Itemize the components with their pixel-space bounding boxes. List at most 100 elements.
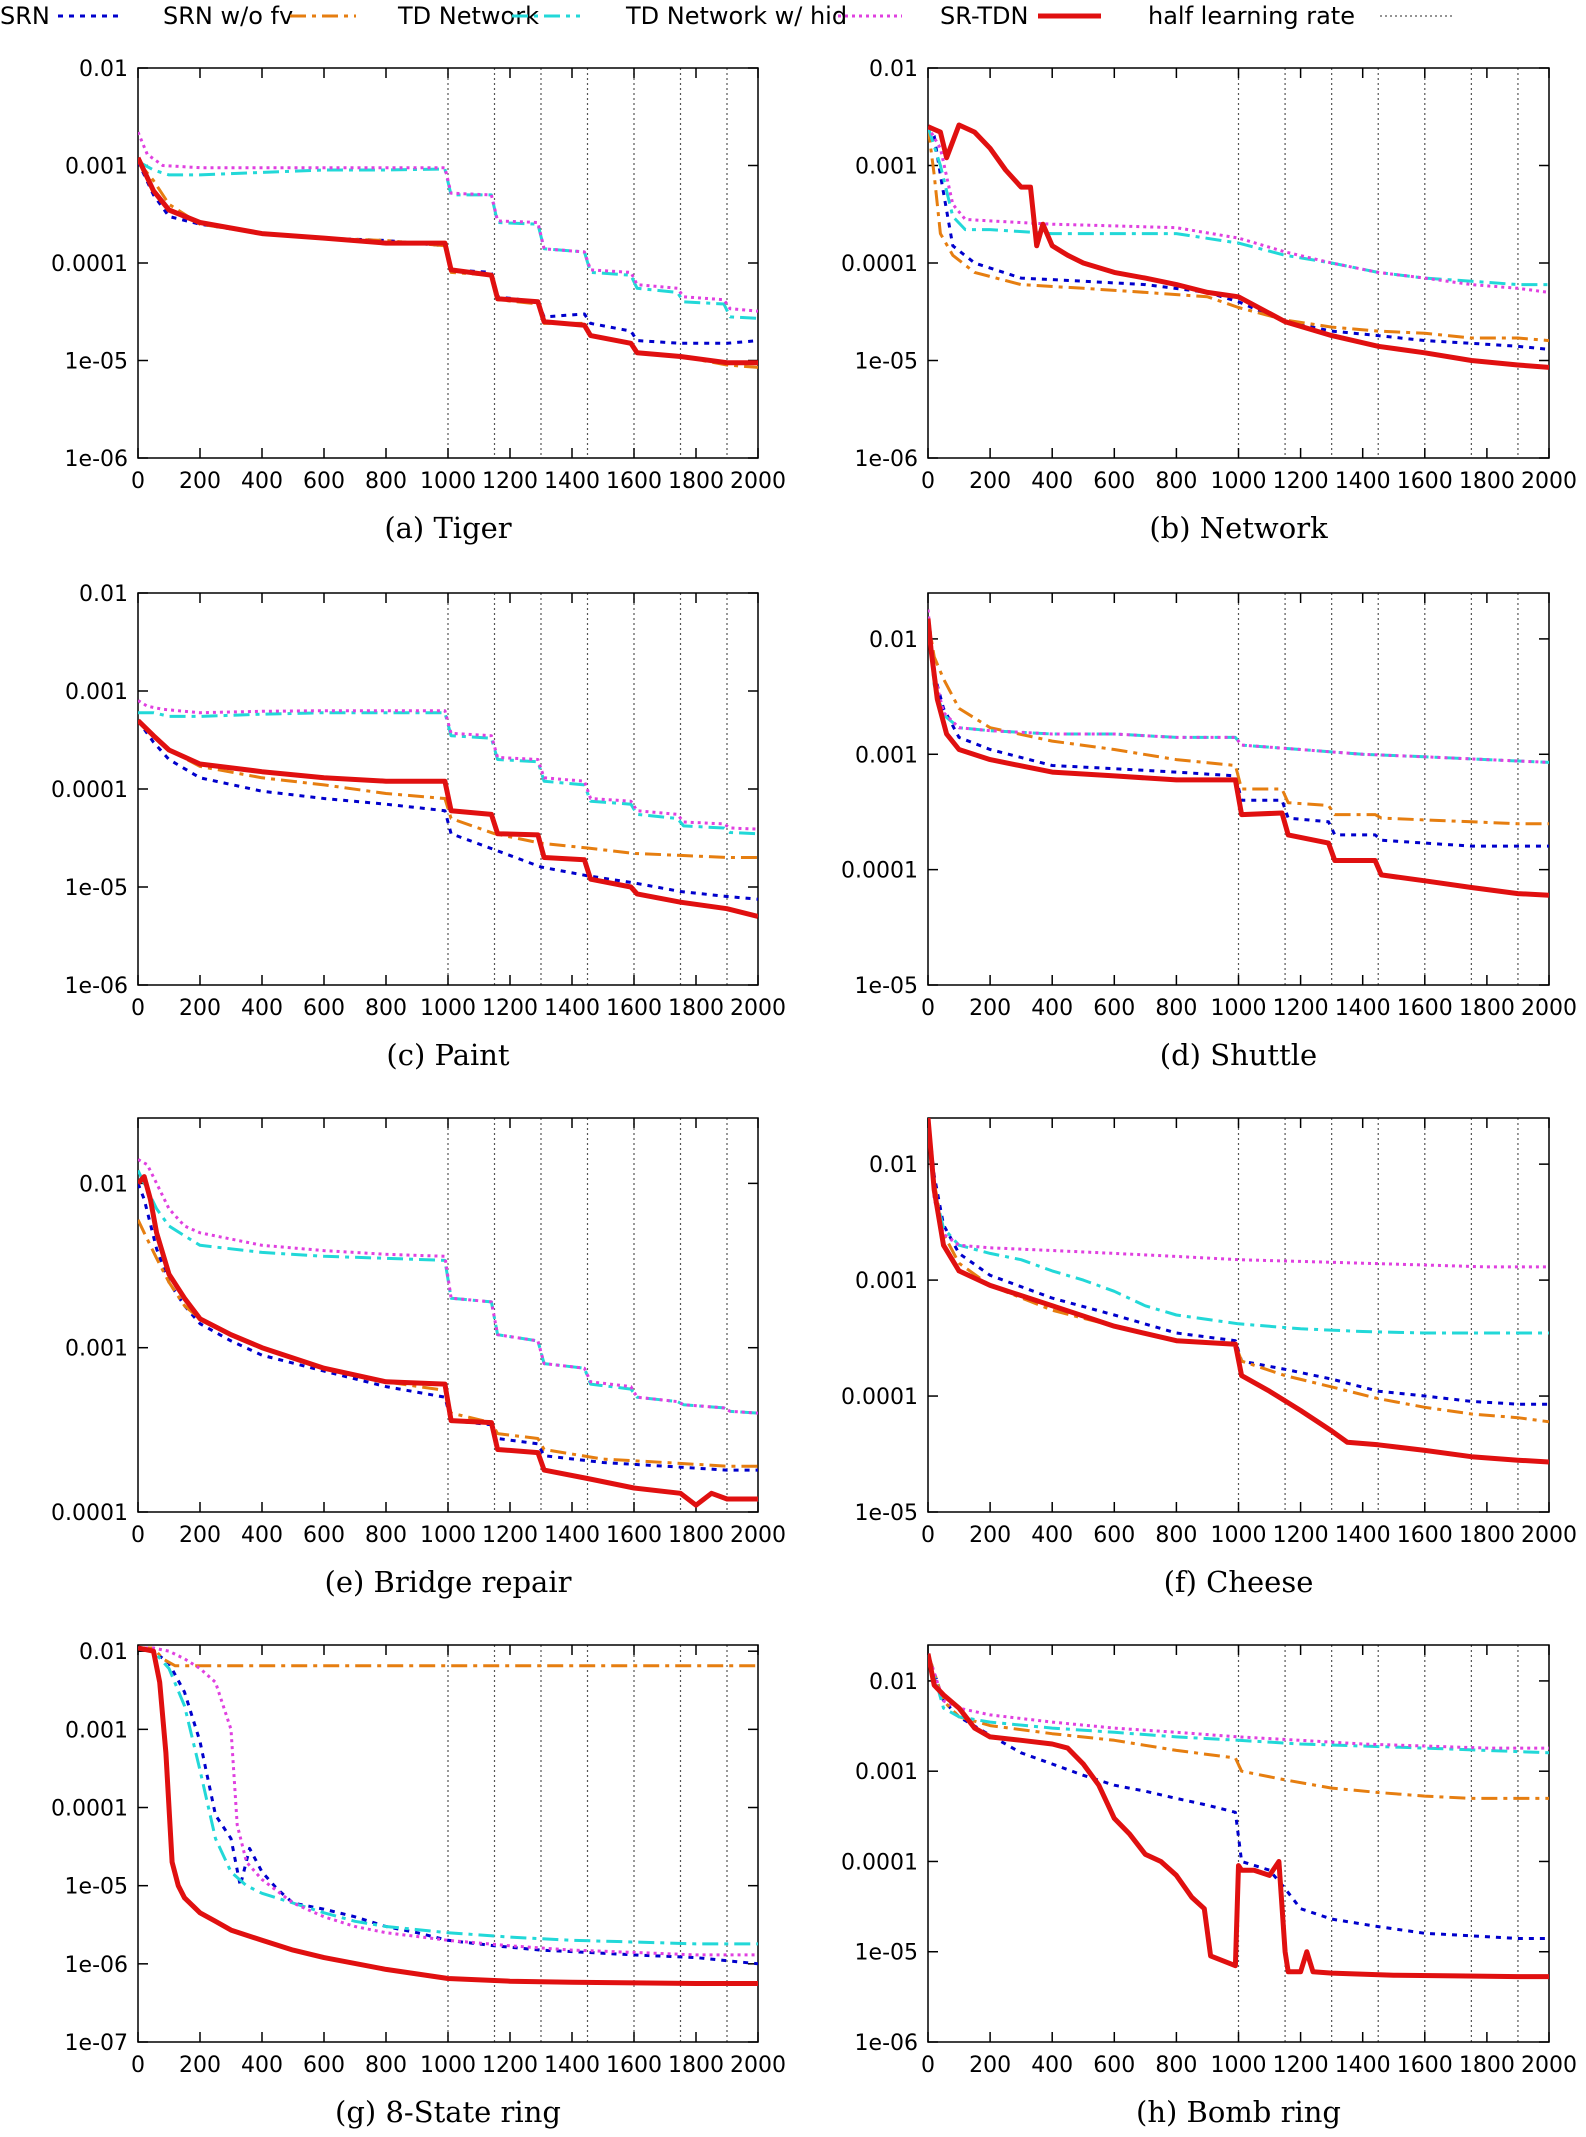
x-tick-label: 400: [1031, 996, 1073, 1021]
x-tick-label: 2000: [1521, 2053, 1577, 2078]
x-tick-label: 600: [1093, 469, 1135, 494]
series-line-td-network: [928, 1118, 1549, 1335]
x-tick-label: 1800: [1459, 469, 1515, 494]
series-group: [138, 699, 758, 919]
x-tick-label: 800: [1155, 469, 1197, 494]
x-tick-label: 0: [921, 469, 935, 494]
x-tick-label: 2000: [730, 996, 786, 1021]
y-tick-label: 0.0001: [51, 778, 128, 803]
series-line-td-network: [138, 1169, 758, 1415]
x-tick-label: 400: [1031, 1523, 1073, 1548]
chart-panel-6: 1e-05 0.0001 0.001 0.01 0 200 400 600 800 1000 120…: [841, 1117, 1577, 1599]
x-tick-label: 200: [969, 469, 1011, 494]
x-tick-label: 1600: [1397, 2053, 1453, 2078]
series-group: [138, 131, 758, 369]
x-tick-label: 1400: [1335, 1523, 1391, 1548]
x-tick-label: 2000: [1521, 1523, 1577, 1548]
x-tick-label: 1600: [606, 1523, 662, 1548]
panel-caption: (h) Bomb ring: [1136, 2095, 1341, 2129]
y-tick-label: 1e-06: [65, 1953, 128, 1978]
x-tick-label: 0: [921, 996, 935, 1021]
series-line-srn: [138, 719, 758, 901]
x-tick-label: 1800: [1459, 996, 1515, 1021]
y-tick-label: 0.01: [869, 628, 918, 653]
series-group: [138, 1158, 758, 1508]
x-tick-label: 1200: [1273, 1523, 1329, 1548]
chart-panel-5: 0.0001 0.001 0.01 0 200 400 600 800 1000 1200 1400…: [51, 1117, 786, 1599]
x-tick-label: 1600: [1397, 469, 1453, 494]
series-line-sr-tdn: [138, 156, 758, 366]
x-tick-label: 1000: [420, 996, 476, 1021]
x-tick-label: 1400: [544, 469, 600, 494]
x-tick-label: 1200: [1273, 996, 1329, 1021]
chart-panel-8: 1e-06 1e-05 0.0001 0.001 0.01 0 200 400 600 800 10…: [841, 1644, 1577, 2129]
series-line-srn-w-o-fv: [138, 1646, 758, 1668]
series-line-td-network: [928, 1653, 1549, 1755]
x-tick-label: 1400: [544, 1523, 600, 1548]
chart-panel-4: 1e-05 0.0001 0.001 0.01 0 200 400 600 800 1000 120…: [841, 592, 1577, 1072]
x-tick-label: 2000: [1521, 996, 1577, 1021]
y-tick-label: 0.0001: [841, 859, 918, 884]
series-line-td-network-w-hid: [928, 1653, 1549, 1750]
x-tick-label: 1400: [1335, 996, 1391, 1021]
x-tick-label: 2000: [730, 469, 786, 494]
panel-caption: (g) 8-State ring: [335, 2095, 561, 2129]
x-tick-label: 200: [969, 996, 1011, 1021]
y-tick-label: 1e-06: [65, 447, 128, 472]
x-tick-label: 400: [1031, 469, 1073, 494]
series-line-srn-w-o-fv: [138, 1219, 758, 1468]
series-line-td-network-w-hid: [138, 699, 758, 831]
x-tick-label: 800: [1155, 2053, 1197, 2078]
y-tick-label: 0.001: [855, 1760, 918, 1785]
x-tick-label: 1200: [1273, 2053, 1329, 2078]
y-tick-label: 1e-05: [855, 350, 918, 375]
series-line-sr-tdn: [928, 1653, 1549, 1980]
x-tick-label: 1000: [420, 2053, 476, 2078]
x-tick-label: 1000: [1211, 996, 1267, 1021]
x-tick-label: 200: [179, 1523, 221, 1548]
y-tick-label: 0.01: [869, 1670, 918, 1695]
series-line-sr-tdn: [928, 1118, 1549, 1465]
series-line-td-network-w-hid: [928, 125, 1549, 294]
series-line-td-network-w-hid: [138, 1158, 758, 1415]
x-tick-label: 600: [303, 2053, 345, 2078]
series-line-srn: [928, 1118, 1549, 1406]
y-tick-label: 0.0001: [51, 1797, 128, 1822]
chart-panels: 1e-06 1e-05 0.0001 0.001 0.01 0 200 400 600 800 10…: [51, 57, 1577, 2129]
series-line-srn-w-o-fv: [928, 1118, 1549, 1424]
chart-panel-1: 1e-06 1e-05 0.0001 0.001 0.01 0 200 400 600 800 10…: [51, 57, 786, 545]
y-tick-label: 0.001: [855, 155, 918, 180]
panel-caption: (f) Cheese: [1164, 1565, 1314, 1599]
x-tick-label: 1200: [482, 996, 538, 1021]
x-tick-label: 0: [131, 469, 145, 494]
legend-label: TD Network w/ hid: [625, 2, 847, 30]
x-tick-label: 0: [131, 996, 145, 1021]
x-tick-label: 1000: [1211, 1523, 1267, 1548]
legend-label: SR-TDN: [940, 2, 1029, 30]
y-tick-label: 0.01: [869, 57, 918, 82]
series-group: [928, 1653, 1549, 1980]
x-tick-label: 1400: [1335, 2053, 1391, 2078]
x-tick-label: 1000: [420, 469, 476, 494]
x-tick-label: 200: [179, 469, 221, 494]
x-tick-label: 0: [921, 2053, 935, 2078]
chart-panel-2: 1e-06 1e-05 0.0001 0.001 0.01 0 200 400 600 800 10…: [841, 57, 1577, 545]
panel-caption: (d) Shuttle: [1160, 1038, 1317, 1072]
series-line-sr-tdn: [138, 1174, 758, 1508]
legend: SRN SRN w/o fv TD Network TD Network w/ hid…: [0, 2, 1452, 30]
x-tick-label: 1800: [668, 469, 724, 494]
y-tick-label: 1e-05: [855, 974, 918, 999]
y-tick-label: 1e-06: [855, 447, 918, 472]
series-line-sr-tdn: [928, 618, 1549, 898]
x-tick-label: 1000: [1211, 469, 1267, 494]
y-tick-label: 0.0001: [841, 252, 918, 277]
x-tick-label: 800: [365, 469, 407, 494]
y-tick-label: 0.0001: [841, 1850, 918, 1875]
y-tick-label: 1e-05: [855, 1941, 918, 1966]
legend-label: half learning rate: [1148, 2, 1355, 30]
x-tick-label: 1400: [544, 2053, 600, 2078]
series-line-td-network: [138, 711, 758, 836]
y-tick-label: 0.01: [79, 1172, 128, 1197]
x-tick-label: 1400: [1335, 469, 1391, 494]
